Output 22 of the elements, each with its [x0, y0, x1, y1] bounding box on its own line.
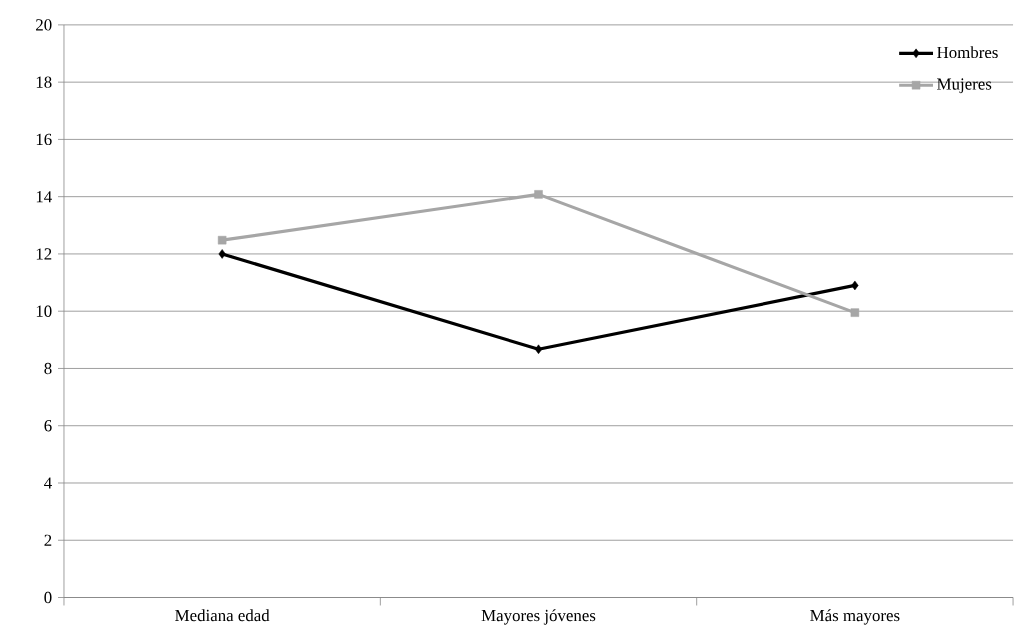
legend-label: Hombres [937, 46, 998, 58]
y-tick-label: 14 [36, 190, 52, 203]
y-tick-label: 2 [44, 534, 52, 546]
y-tick-label: 8 [44, 362, 52, 374]
x-tick-label: Más mayores [810, 609, 900, 625]
point [217, 235, 227, 245]
legend-label: Mujeres [937, 78, 992, 93]
y-tick-label: 4 [44, 477, 52, 489]
point [850, 308, 860, 317]
point [851, 280, 859, 290]
y-tick-label: 16 [36, 133, 52, 145]
x-tick-label: Mayores jóvenes [481, 609, 596, 625]
point [534, 189, 543, 199]
y-tick-label: 0 [44, 591, 52, 604]
y-tick-label: 20 [36, 19, 52, 31]
y-tick-label: 18 [36, 76, 52, 88]
y-tick-label: 10 [36, 305, 52, 317]
point [534, 344, 543, 354]
x-tick-label: Mediana edad [175, 609, 270, 622]
point [218, 249, 226, 259]
y-tick-label: 12 [36, 248, 52, 260]
y-tick-label: 6 [44, 419, 52, 432]
